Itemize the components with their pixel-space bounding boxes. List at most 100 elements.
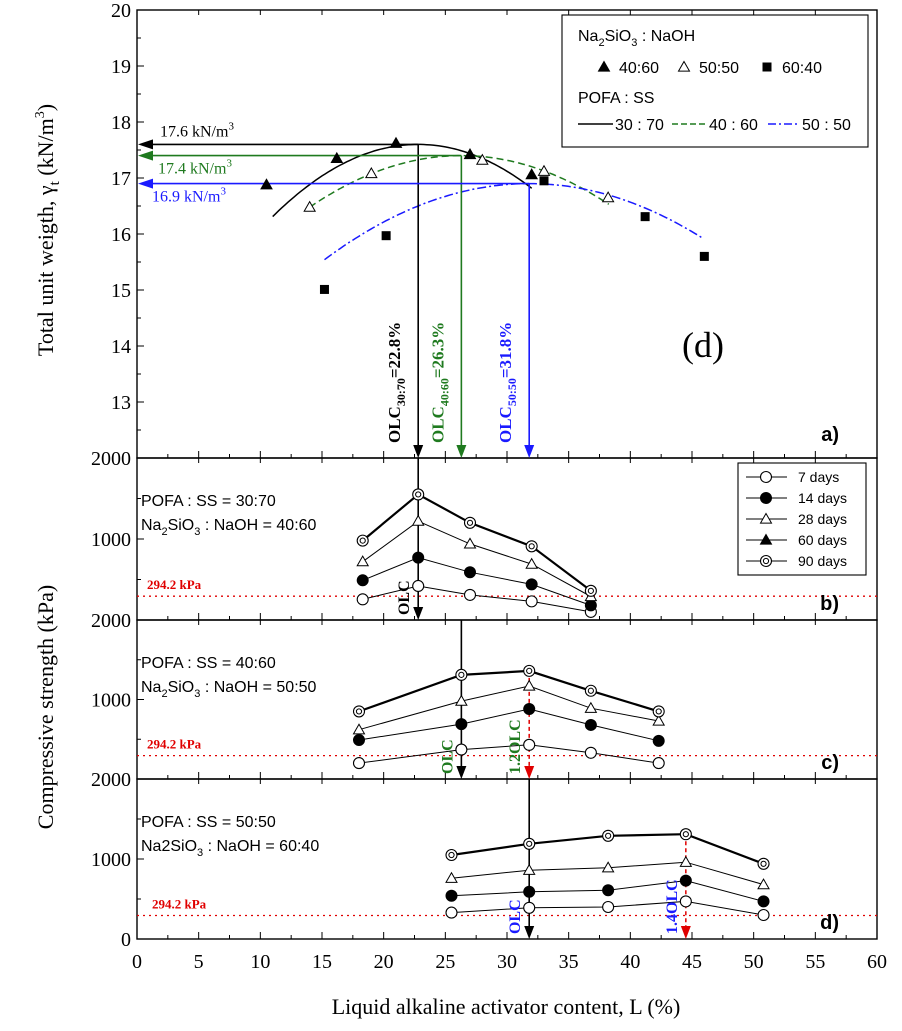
point-50-50 bbox=[601, 191, 615, 203]
olc-line-d-head bbox=[524, 926, 535, 939]
fit-curve-2 bbox=[324, 182, 705, 261]
point-90-days-inner bbox=[587, 587, 594, 594]
point-7-days bbox=[455, 743, 468, 756]
optimum-label-2: 16.9 kN/m3 bbox=[152, 186, 226, 206]
point-60-40 bbox=[381, 231, 391, 241]
legends: Na2SiO3 : NaOH 40:60 50:50 60:40 POFA : SS 30… bbox=[561, 14, 869, 576]
x-tick-label: 0 bbox=[132, 951, 142, 973]
point-90-days-inner bbox=[528, 543, 535, 550]
point-90-days-inner bbox=[587, 687, 594, 694]
point-7-days bbox=[584, 746, 597, 759]
ya-tick-label: 20 bbox=[111, 0, 131, 22]
legend-bcd-marker bbox=[759, 512, 773, 524]
legend-a-marker-label: 50:50 bbox=[699, 60, 739, 77]
legend-a-marker-label: 60:40 bbox=[782, 60, 822, 77]
x-tick-label: 55 bbox=[805, 951, 825, 973]
point-50-50 bbox=[537, 164, 551, 176]
y-axis-label-a: Total unit weigth, γt (kN/m3) bbox=[33, 104, 63, 356]
panel-info-ratio: Na2SiO3 : NaOH = 40:60 bbox=[141, 517, 317, 538]
legend-a-line-label: 30 : 70 bbox=[615, 117, 664, 134]
threshold-label: 294.2 kPa bbox=[147, 577, 202, 592]
olc-label-0: OLC30:70=22.8% bbox=[385, 322, 408, 443]
optimum-arrow-2-head bbox=[138, 178, 153, 189]
olc-label-2: OLC50:50=31.8% bbox=[496, 322, 519, 443]
point-60-40 bbox=[699, 251, 709, 261]
panel-info-pofa: POFA : SS = 30:70 bbox=[141, 493, 276, 510]
optimum-label-0: 17.6 kN/m3 bbox=[160, 120, 234, 140]
point-40-60 bbox=[260, 178, 273, 190]
point-50-50 bbox=[364, 167, 378, 179]
point-14-days bbox=[757, 895, 770, 908]
x-tick-label: 10 bbox=[250, 951, 270, 973]
olc-arrow-1-head bbox=[456, 445, 467, 458]
point-50-50 bbox=[303, 200, 317, 212]
olc-line-b-head bbox=[413, 607, 424, 620]
legend-bcd-label: 7 days bbox=[798, 469, 839, 485]
point-7-days bbox=[523, 901, 536, 914]
olc-mark-1-0: OLC bbox=[396, 580, 413, 615]
olc-line-c-head bbox=[456, 766, 467, 779]
olc12-line-c-head bbox=[524, 766, 535, 779]
legend-bcd-label: 90 days bbox=[798, 553, 847, 569]
point-40-60 bbox=[330, 151, 344, 164]
point-90-days-inner bbox=[466, 519, 474, 526]
point-40-60 bbox=[525, 168, 539, 180]
point-28-days bbox=[352, 723, 366, 735]
y-tick-label: 1000 bbox=[91, 690, 131, 712]
legend-a-box bbox=[561, 14, 869, 148]
olc-mark-3-0: OLC bbox=[507, 899, 524, 934]
point-14-days bbox=[356, 574, 369, 587]
point-28-days bbox=[445, 871, 458, 883]
legend-a-marker bbox=[677, 60, 691, 72]
panel-info-ratio: Na2SiO3 : NaOH = 50:50 bbox=[141, 679, 317, 700]
legend-a-line-label: 40 : 60 bbox=[709, 117, 758, 134]
point-28-days bbox=[522, 679, 536, 691]
optimum-arrow-1-head bbox=[138, 150, 153, 161]
legend-a-title-ratio: Na2SiO3 : NaOH bbox=[578, 28, 695, 49]
olc-mark-2-0: OLC bbox=[439, 739, 456, 774]
x-tick-label: 30 bbox=[497, 951, 517, 973]
series-line-90-days bbox=[361, 493, 592, 592]
legend-a-marker bbox=[762, 62, 772, 72]
point-14-days bbox=[523, 885, 536, 898]
point-90-days-inner bbox=[458, 671, 465, 678]
olc-mark-2-1: 1.2OLC bbox=[507, 719, 524, 774]
point-28-days bbox=[601, 861, 615, 873]
x-tick-label: 15 bbox=[312, 951, 332, 973]
panel-label: b) bbox=[820, 593, 839, 615]
olc-arrow-2-head bbox=[524, 445, 535, 458]
point-90-days-inner bbox=[655, 708, 662, 715]
point-14-days bbox=[652, 734, 665, 747]
point-7-days bbox=[463, 588, 477, 601]
x-tick-label: 40 bbox=[620, 951, 640, 973]
ya-tick-label: 18 bbox=[111, 112, 131, 134]
legend-bcd-marker-inner bbox=[762, 557, 770, 565]
point-28-days bbox=[679, 855, 693, 867]
point-14-days bbox=[525, 578, 538, 591]
point-7-days bbox=[356, 593, 369, 606]
y-tick-label: 1000 bbox=[91, 529, 131, 551]
point-60-40 bbox=[640, 212, 650, 222]
legend-bcd-marker bbox=[759, 470, 773, 484]
legend-bcd-marker bbox=[760, 492, 772, 504]
point-90-days-inner bbox=[526, 840, 533, 847]
panel-annotation: (d) bbox=[682, 325, 724, 365]
ya-tick-label: 19 bbox=[111, 56, 131, 78]
threshold-label: 294.2 kPa bbox=[152, 896, 207, 911]
legend-bcd-label: 28 days bbox=[798, 511, 847, 527]
point-14-days bbox=[584, 599, 597, 612]
y-tick-label: 0 bbox=[121, 929, 131, 951]
point-28-days bbox=[463, 537, 477, 549]
y-axis-label-bcd: Compressive strength (kPa) bbox=[33, 585, 58, 829]
panel-info-pofa: POFA : SS = 40:60 bbox=[141, 655, 276, 672]
point-7-days bbox=[523, 738, 536, 751]
x-axis-label: Liquid alkaline activator content, L (%) bbox=[332, 994, 681, 1019]
ya-tick-label: 17 bbox=[111, 168, 131, 190]
olc14-line-d-head bbox=[680, 926, 691, 939]
point-90-days-inner bbox=[415, 491, 422, 498]
point-14-days bbox=[679, 874, 692, 887]
point-90-days-inner bbox=[760, 860, 767, 867]
panel-info-ratio: Na2SiO3 : NaOH = 60:40 bbox=[141, 838, 319, 859]
point-60-40 bbox=[319, 284, 329, 294]
